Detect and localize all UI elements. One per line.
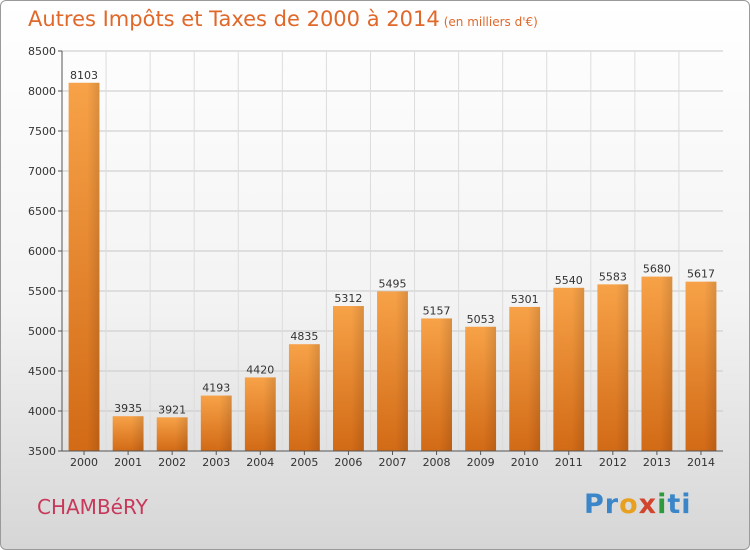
bar-shade-2004: [263, 377, 276, 451]
bar-shade-2003: [219, 395, 232, 451]
y-tick-label: 6000: [28, 245, 56, 258]
value-label: 5583: [599, 270, 627, 283]
x-tick-label: 2011: [555, 456, 583, 469]
value-label: 5495: [379, 277, 407, 290]
bar-shade-2001: [131, 416, 144, 451]
x-tick-label: 2005: [290, 456, 318, 469]
bar-shade-2009: [483, 326, 497, 451]
bar-shade-2014: [704, 281, 717, 451]
y-tick-label: 4500: [28, 365, 56, 378]
x-tick-label: 2012: [599, 456, 627, 469]
value-label: 5540: [555, 274, 583, 287]
y-tick-label: 8000: [28, 85, 56, 98]
chart-title: Autres Impôts et Taxes de 2000 à 2014 (en…: [28, 7, 538, 31]
value-label: 5312: [334, 292, 362, 305]
x-tick-label: 2007: [379, 456, 407, 469]
bar-shade-2008: [439, 318, 452, 451]
x-tick-label: 2004: [246, 456, 274, 469]
value-label: 5617: [687, 268, 715, 281]
x-tick-label: 2008: [423, 456, 451, 469]
y-tick-label: 3500: [28, 445, 56, 458]
y-tick-label: 4000: [28, 405, 56, 418]
x-tick-label: 2001: [114, 456, 142, 469]
x-tick-label: 2003: [202, 456, 230, 469]
x-tick-label: 2014: [687, 456, 715, 469]
value-label: 4420: [246, 363, 274, 376]
bar-shade-2012: [615, 284, 629, 451]
title-text: Autres Impôts et Taxes de 2000 à 2014: [28, 7, 440, 31]
bar-shade-2006: [351, 306, 364, 451]
bar-shade-2000: [87, 82, 100, 451]
y-tick-label: 7500: [28, 125, 56, 138]
x-tick-label: 2013: [643, 456, 671, 469]
y-tick-label: 6500: [28, 205, 56, 218]
value-label: 5301: [511, 293, 539, 306]
value-label: 3921: [158, 403, 186, 416]
bar-shade-2011: [571, 287, 585, 451]
value-label: 4193: [202, 382, 230, 395]
value-label: 3935: [114, 402, 142, 415]
value-label: 5053: [467, 313, 495, 326]
y-tick-label: 5000: [28, 325, 56, 338]
bar-shade-2007: [395, 291, 408, 451]
bar-shade-2013: [659, 276, 673, 451]
y-tick-label: 7000: [28, 165, 56, 178]
city-name: CHAMBéRY: [37, 495, 148, 519]
axis-layer: 3500 4000 4500 5000 5500 6000 6500 7000 7500 8000…: [28, 45, 723, 469]
proxiti-logo: Proxiti: [584, 489, 692, 520]
y-tick-label: 5500: [28, 285, 56, 298]
value-label: 5680: [643, 263, 671, 276]
x-tick-label: 2010: [511, 456, 539, 469]
bar-shade-2002: [175, 417, 188, 451]
x-tick-label: 2009: [467, 456, 495, 469]
value-label: 4835: [290, 330, 318, 343]
y-tick-label: 8500: [28, 45, 56, 58]
value-label: 8103: [70, 69, 98, 82]
x-tick-label: 2002: [158, 456, 186, 469]
bar-shade-2005: [307, 344, 320, 451]
value-label: 5157: [423, 304, 451, 317]
x-tick-label: 2000: [70, 456, 98, 469]
title-unit: (en milliers d'€): [443, 15, 538, 29]
x-tick-label: 2006: [334, 456, 362, 469]
bar-shade-2010: [527, 306, 541, 451]
bar-layer: 8103 3935 3921 4193 4420 4835 5312 5495 5157 5053…: [68, 69, 717, 451]
